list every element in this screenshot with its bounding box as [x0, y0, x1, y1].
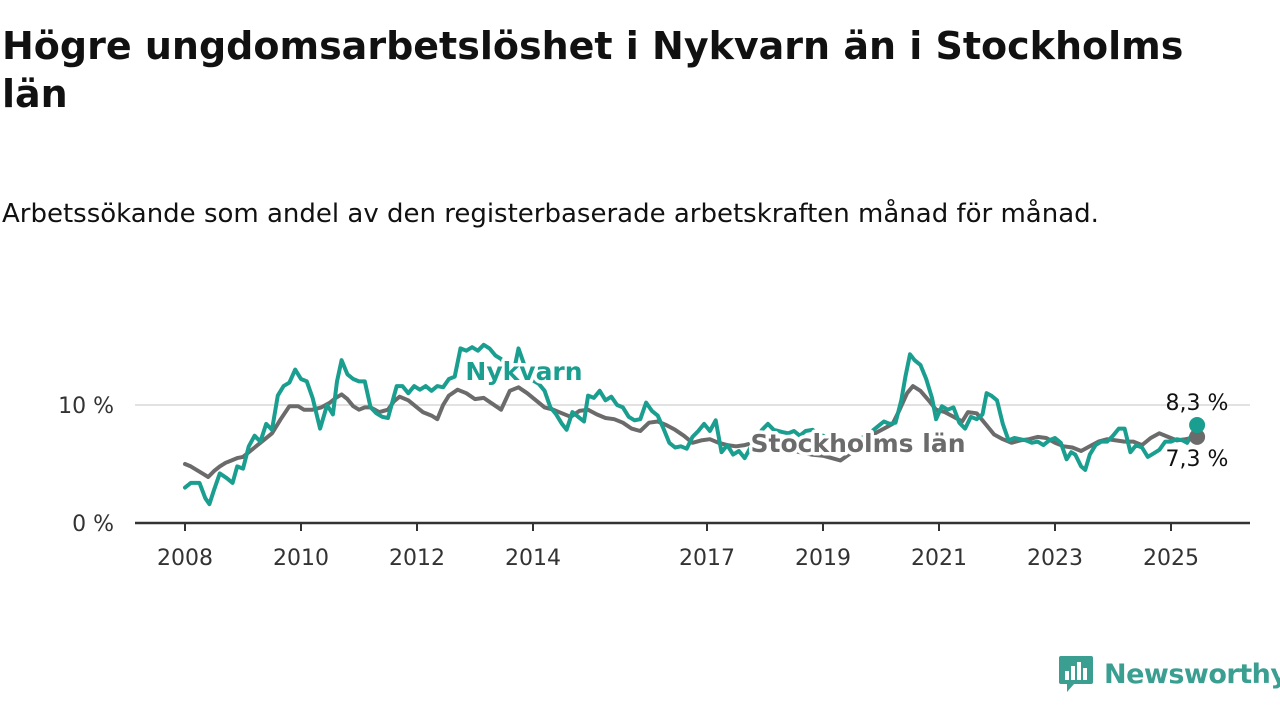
newsworthy-logo-icon	[1059, 656, 1093, 692]
x-tick-label: 2010	[273, 546, 329, 571]
y-tick-label: 0 %	[72, 512, 114, 537]
x-tick-label: 2017	[679, 546, 735, 571]
series-line-nykvarn	[183, 342, 1200, 507]
series-label-nykvarn-halo: Nykvarn	[465, 357, 582, 386]
x-tick-label: 2008	[157, 546, 213, 571]
x-tick-label: 2014	[505, 546, 561, 571]
x-tick-label: 2023	[1027, 546, 1083, 571]
end-point-nykvarn	[1189, 417, 1206, 434]
chart-subtitle: Arbetssökande som andel av den registerb…	[2, 199, 1099, 229]
y-tick-label: 10 %	[58, 394, 114, 419]
series-label-stockholm: Stockholms län	[751, 429, 966, 458]
x-tick-label: 2021	[911, 546, 967, 571]
end-label-nykvarn: 8,3 %	[1166, 391, 1229, 416]
series-label-nykvarn: Nykvarn	[465, 357, 582, 386]
brand-name: Newsworthy	[1104, 658, 1280, 690]
newsworthy-brand: Newsworthy	[1058, 654, 1280, 694]
x-tick-label: 2012	[389, 546, 445, 571]
series-label-stockholm-halo: Stockholms län	[751, 429, 966, 458]
chart-title: Högre ungdomsarbetslöshet i Nykvarn än i…	[2, 24, 1184, 116]
end-point-stockholm	[1189, 428, 1206, 445]
series-line-stockholm	[183, 384, 1200, 479]
x-tick-label: 2019	[795, 546, 851, 571]
x-tick-label: 2025	[1143, 546, 1199, 571]
end-label-stockholm: 7,3 %	[1166, 447, 1229, 472]
